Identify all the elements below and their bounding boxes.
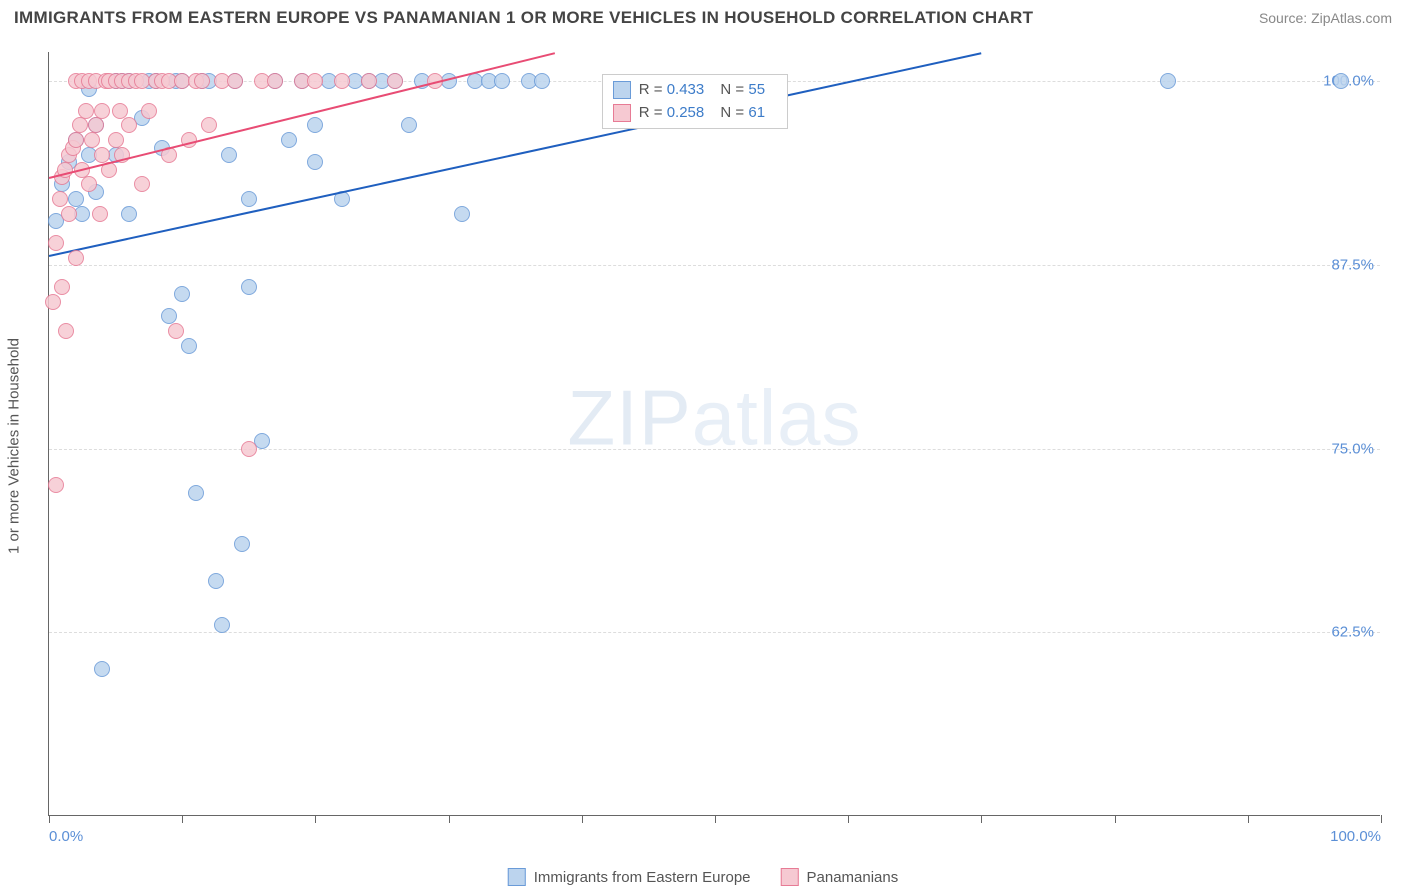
data-point <box>72 117 88 133</box>
data-point <box>94 103 110 119</box>
data-point <box>241 279 257 295</box>
data-point <box>94 147 110 163</box>
data-point <box>52 191 68 207</box>
watermark: ZIPatlas <box>567 373 861 464</box>
legend-label-series1: Immigrants from Eastern Europe <box>534 869 751 886</box>
data-point <box>307 117 323 133</box>
data-point <box>234 536 250 552</box>
data-point <box>208 573 224 589</box>
xtick-label: 100.0% <box>1330 828 1381 845</box>
ytick-label: 75.0% <box>1331 440 1374 457</box>
swatch-icon <box>613 104 631 122</box>
data-point <box>227 73 243 89</box>
data-point <box>241 191 257 207</box>
data-point <box>45 294 61 310</box>
data-point <box>494 73 510 89</box>
legend-item-series1: Immigrants from Eastern Europe <box>508 868 751 886</box>
data-point <box>84 132 100 148</box>
data-point <box>534 73 550 89</box>
gridline <box>49 632 1380 633</box>
data-point <box>112 103 128 119</box>
data-point <box>401 117 417 133</box>
data-point <box>161 308 177 324</box>
data-point <box>68 250 84 266</box>
xtick <box>848 815 849 823</box>
xtick <box>1248 815 1249 823</box>
data-point <box>68 132 84 148</box>
data-point <box>194 73 210 89</box>
xtick <box>49 815 50 823</box>
data-point <box>181 338 197 354</box>
data-point <box>267 73 283 89</box>
stats-legend: R = 0.433 N = 55R = 0.258 N = 61 <box>602 74 788 129</box>
data-point <box>58 323 74 339</box>
data-point <box>201 117 217 133</box>
data-point <box>307 154 323 170</box>
legend-item-series2: Panamanians <box>781 868 899 886</box>
data-point <box>387 73 403 89</box>
data-point <box>121 206 137 222</box>
data-point <box>88 117 104 133</box>
data-point <box>48 477 64 493</box>
xtick <box>582 815 583 823</box>
xtick <box>182 815 183 823</box>
stats-legend-row: R = 0.433 N = 55 <box>613 79 777 102</box>
data-point <box>121 117 137 133</box>
data-point <box>68 191 84 207</box>
ytick-label: 62.5% <box>1331 624 1374 641</box>
data-point <box>61 206 77 222</box>
data-point <box>334 73 350 89</box>
stats-legend-row: R = 0.258 N = 61 <box>613 102 777 125</box>
legend-label-series2: Panamanians <box>807 869 899 886</box>
xtick-label: 0.0% <box>49 828 83 845</box>
data-point <box>174 286 190 302</box>
data-point <box>214 617 230 633</box>
data-point <box>78 103 94 119</box>
scatter-chart: ZIPatlas 62.5%75.0%87.5%100.0%0.0%100.0%… <box>48 52 1380 816</box>
data-point <box>48 235 64 251</box>
xtick <box>981 815 982 823</box>
data-point <box>241 441 257 457</box>
data-point <box>454 206 470 222</box>
xtick <box>1381 815 1382 823</box>
data-point <box>221 147 237 163</box>
data-point <box>134 176 150 192</box>
bottom-legend: Immigrants from Eastern Europe Panamania… <box>508 868 898 886</box>
gridline <box>49 265 1380 266</box>
xtick <box>315 815 316 823</box>
data-point <box>168 323 184 339</box>
data-point <box>307 73 323 89</box>
data-point <box>1160 73 1176 89</box>
xtick <box>449 815 450 823</box>
swatch-series2 <box>781 868 799 886</box>
data-point <box>54 279 70 295</box>
y-axis-label: 1 or more Vehicles in Household <box>6 338 23 554</box>
data-point <box>92 206 108 222</box>
data-point <box>94 661 110 677</box>
source-label: Source: ZipAtlas.com <box>1259 10 1392 26</box>
ytick-label: 87.5% <box>1331 257 1374 274</box>
data-point <box>141 103 157 119</box>
data-point <box>188 485 204 501</box>
data-point <box>81 176 97 192</box>
xtick <box>715 815 716 823</box>
data-point <box>1333 73 1349 89</box>
data-point <box>281 132 297 148</box>
swatch-icon <box>613 81 631 99</box>
data-point <box>108 132 124 148</box>
chart-title: IMMIGRANTS FROM EASTERN EUROPE VS PANAMA… <box>14 8 1033 28</box>
xtick <box>1115 815 1116 823</box>
data-point <box>361 73 377 89</box>
swatch-series1 <box>508 868 526 886</box>
